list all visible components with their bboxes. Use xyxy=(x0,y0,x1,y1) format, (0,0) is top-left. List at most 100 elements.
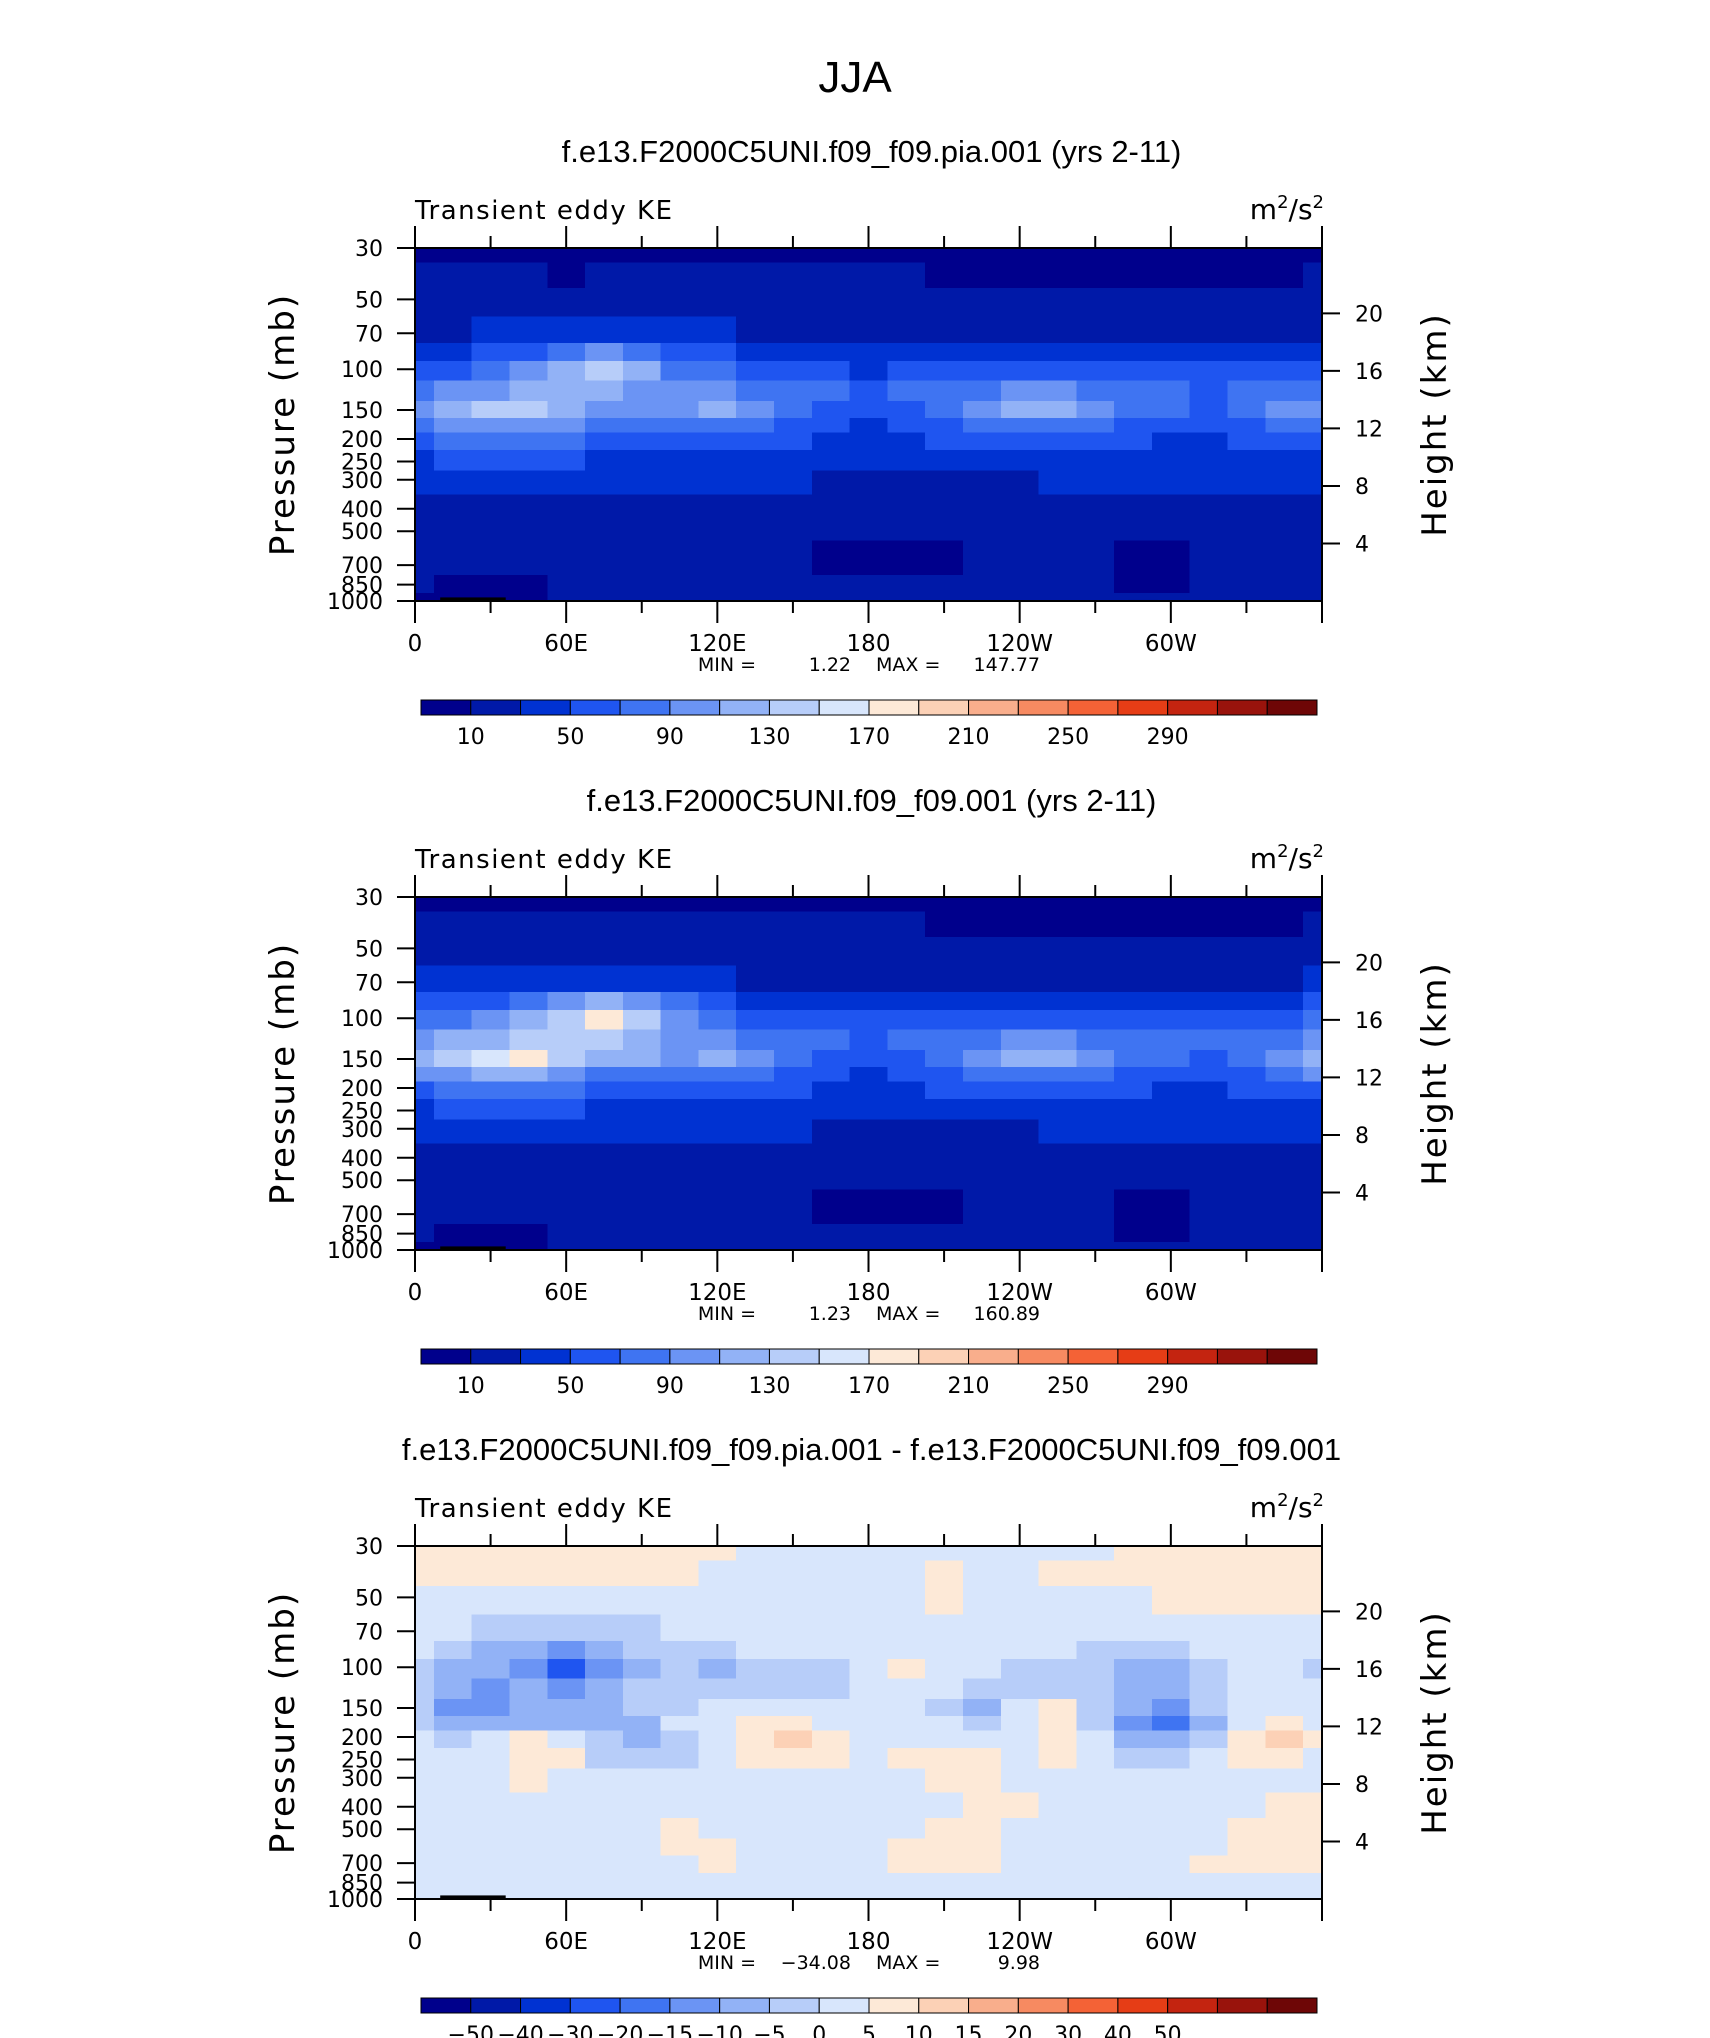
field-cell xyxy=(1076,262,1115,289)
field-cell xyxy=(774,897,813,913)
field-cell xyxy=(433,592,473,602)
units-label: m2/s2 xyxy=(1250,1490,1324,1524)
field-cell xyxy=(1303,417,1323,433)
field-cell xyxy=(1114,1546,1153,1562)
y-tick-label: 150 xyxy=(341,399,383,424)
field-cell xyxy=(698,1792,737,1819)
field-cell xyxy=(849,1143,888,1170)
field-cell xyxy=(415,1641,435,1660)
field-cell xyxy=(471,288,511,317)
field-cell xyxy=(509,1546,548,1562)
field-cell xyxy=(547,1855,586,1874)
colorbar-bin xyxy=(868,1997,920,2014)
field-cell xyxy=(433,557,473,576)
field-cell xyxy=(962,262,1002,289)
field-cell xyxy=(1151,417,1191,433)
field-cell xyxy=(660,1143,700,1170)
field-cell xyxy=(1227,992,1266,1011)
colorbar-bin xyxy=(719,1348,770,1365)
field-cell xyxy=(547,1168,586,1190)
field-cell xyxy=(1114,1659,1153,1680)
field-cell xyxy=(1303,361,1323,382)
field-cell xyxy=(433,1586,473,1615)
field-cell xyxy=(1076,1206,1115,1225)
field-cell xyxy=(660,1748,700,1770)
field-cell xyxy=(1151,1066,1191,1082)
field-cell xyxy=(1076,1066,1115,1082)
field-cell xyxy=(736,557,775,576)
field-cell xyxy=(1189,1049,1229,1068)
field-cell xyxy=(415,1890,435,1900)
field-cell xyxy=(585,1748,624,1770)
field-cell xyxy=(1076,911,1115,938)
field-cell xyxy=(698,1698,737,1717)
field-cell xyxy=(547,1730,586,1749)
field-cell xyxy=(1227,1768,1266,1793)
field-cell xyxy=(849,417,888,433)
field-cell xyxy=(698,1168,737,1190)
y-tick-label: 70 xyxy=(355,1620,383,1645)
field-cell xyxy=(660,1066,700,1082)
field-cell xyxy=(1038,361,1077,382)
field-cells xyxy=(415,1546,1323,1900)
field-cell xyxy=(811,1029,851,1051)
field-cell xyxy=(585,1066,624,1082)
field-cell xyxy=(1227,1010,1266,1031)
field-cell xyxy=(622,1168,662,1190)
field-cell xyxy=(622,1768,662,1793)
field-cell xyxy=(1189,470,1229,495)
field-cell xyxy=(547,1066,586,1082)
field-cell xyxy=(774,519,813,541)
field-cell xyxy=(415,288,435,317)
field-cell xyxy=(433,1099,473,1121)
field-cell xyxy=(585,262,624,289)
field-cell xyxy=(433,470,473,495)
field-cell xyxy=(1303,574,1323,594)
field-cell xyxy=(1076,380,1115,402)
field-cell xyxy=(1189,1838,1229,1856)
field-cell xyxy=(1265,1641,1304,1660)
field-cell xyxy=(1303,557,1323,576)
field-cell xyxy=(1000,1659,1040,1680)
field-cell xyxy=(1227,417,1266,433)
field-cell xyxy=(433,432,473,451)
field-cell xyxy=(471,1641,511,1660)
field-cell xyxy=(585,1838,624,1856)
field-cell xyxy=(585,1099,624,1121)
field-cell xyxy=(509,897,548,913)
x-tick-label: 0 xyxy=(408,631,423,657)
field-cell xyxy=(736,1546,775,1562)
field-cell xyxy=(660,1890,700,1900)
field-cell xyxy=(1227,494,1266,521)
field-cell xyxy=(774,1241,813,1251)
field-cell xyxy=(736,1838,775,1856)
field-cell xyxy=(433,1641,473,1660)
field-cell xyxy=(1303,1143,1323,1170)
field-cell xyxy=(962,1099,1002,1121)
field-cell xyxy=(1303,288,1323,317)
field-cell xyxy=(1227,574,1266,594)
y-tick-label: 300 xyxy=(341,1118,383,1143)
field-cell xyxy=(547,1189,586,1207)
colorbar-label: 290 xyxy=(1147,725,1189,750)
field-cell xyxy=(660,400,700,419)
field-cell xyxy=(1151,1817,1191,1839)
field-cell xyxy=(1265,1715,1304,1731)
field-cell xyxy=(1038,380,1077,402)
field-cell xyxy=(962,965,1002,993)
field-cell xyxy=(774,1838,813,1856)
field-cell xyxy=(1076,432,1115,451)
field-cell xyxy=(1303,470,1323,495)
colorbar-bin xyxy=(420,1997,472,2014)
y2-axis-title: Height (km) xyxy=(1415,312,1455,537)
field-cell xyxy=(509,592,548,602)
field-cell xyxy=(1038,1890,1077,1900)
field-cell xyxy=(1151,1872,1191,1892)
y-tick-label: 400 xyxy=(341,498,383,523)
field-cell xyxy=(1076,574,1115,594)
field-cell xyxy=(471,574,511,594)
field-cell xyxy=(811,540,851,558)
field-cell xyxy=(774,1049,813,1068)
field-cell xyxy=(736,519,775,541)
field-cell xyxy=(1114,1066,1153,1082)
